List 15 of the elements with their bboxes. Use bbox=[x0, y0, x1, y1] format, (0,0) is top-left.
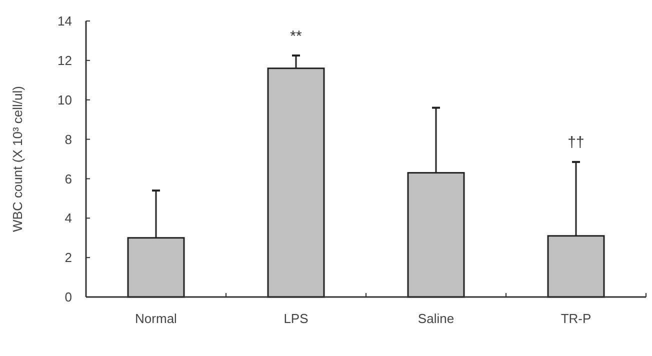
x-tick-label: Normal bbox=[135, 311, 178, 326]
y-axis-title: WBC count (X 10³ cell/ul) bbox=[10, 86, 25, 232]
y-tick-label: 2 bbox=[64, 250, 72, 266]
annotation: †† bbox=[568, 134, 584, 152]
x-tick-label: TR-P bbox=[560, 311, 592, 326]
y-tick-label: 6 bbox=[64, 171, 72, 186]
annotation: ** bbox=[290, 28, 302, 45]
x-tick-label: Saline bbox=[418, 311, 454, 326]
y-tick-label: 10 bbox=[58, 92, 72, 108]
y-tick-label: 12 bbox=[58, 52, 72, 68]
x-tick-label: LPS bbox=[284, 311, 309, 326]
y-tick-label: 0 bbox=[64, 290, 72, 305]
y-tick-label: 4 bbox=[64, 210, 72, 226]
y-tick-label: 8 bbox=[64, 132, 72, 147]
y-tick-label: 14 bbox=[58, 14, 72, 29]
